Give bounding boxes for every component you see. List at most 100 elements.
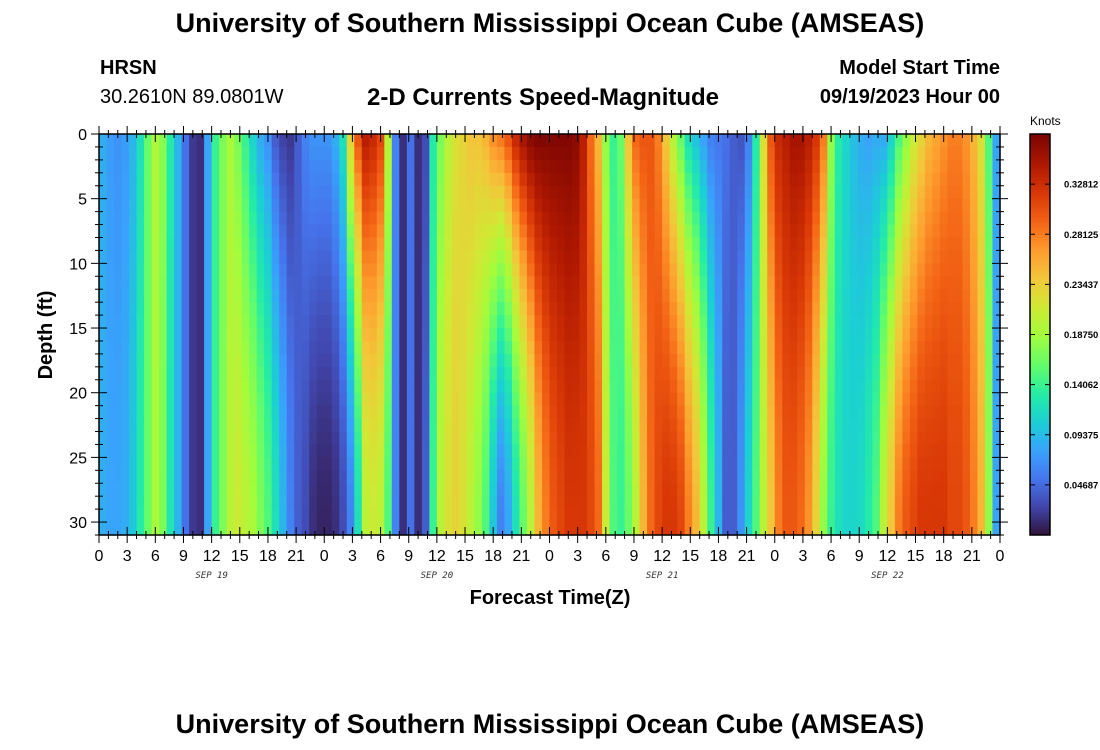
heatmap-cell — [579, 340, 588, 355]
heatmap-cell — [114, 328, 123, 342]
heatmap-cell — [917, 340, 926, 355]
heatmap-cell — [436, 289, 445, 303]
heatmap-cell — [624, 509, 633, 523]
heatmap-cell — [782, 198, 791, 213]
heatmap-cell — [511, 328, 521, 342]
heatmap-cell — [579, 224, 588, 239]
heatmap-cell — [737, 457, 746, 471]
heatmap-cell — [804, 470, 813, 484]
heatmap-cell — [917, 496, 926, 510]
heatmap-cell — [196, 276, 205, 290]
heatmap-cell — [444, 470, 453, 484]
heatmap-cell — [752, 146, 761, 161]
heatmap-cell — [737, 444, 746, 458]
heatmap-cell — [909, 353, 919, 368]
heatmap-cell — [857, 418, 866, 433]
heatmap-cell — [924, 237, 934, 252]
heatmap-cell — [969, 366, 979, 381]
heatmap-cell — [459, 328, 468, 342]
heatmap-cell — [316, 276, 325, 290]
heatmap-cell — [384, 224, 393, 239]
heatmap-cell — [121, 263, 130, 277]
heatmap-cell — [136, 366, 145, 381]
heatmap-cell — [166, 366, 175, 381]
heatmap-cell — [857, 276, 866, 290]
heatmap-cell — [211, 496, 220, 510]
heatmap-cell — [617, 185, 626, 200]
heatmap-cell — [339, 159, 348, 174]
heatmap-cell — [729, 263, 738, 277]
heatmap-cell — [114, 522, 123, 536]
heatmap-cell — [609, 302, 618, 316]
heatmap-cell — [234, 146, 243, 161]
heatmap-cell — [684, 379, 693, 394]
heatmap-cell — [849, 263, 858, 277]
heatmap-cell — [902, 470, 911, 484]
heatmap-cell — [369, 496, 378, 510]
heatmap-cell — [857, 457, 866, 471]
heatmap-cell — [639, 379, 648, 394]
heatmap-cell — [782, 431, 791, 446]
heatmap-cell — [316, 522, 325, 536]
heatmap-cell — [932, 457, 941, 471]
heatmap-cell — [782, 496, 791, 510]
heatmap-cell — [894, 496, 903, 510]
heatmap-cell — [354, 185, 363, 200]
heatmap-cell — [887, 134, 896, 148]
heatmap-cell — [864, 366, 873, 381]
heatmap-cell — [812, 185, 821, 200]
heatmap-cell — [106, 159, 115, 174]
heatmap-cell — [286, 340, 295, 355]
heatmap-cell — [677, 470, 686, 484]
heatmap-cell — [519, 366, 528, 381]
heatmap-cell — [466, 185, 476, 200]
heatmap-cell — [166, 146, 175, 161]
heatmap-cell — [226, 134, 235, 148]
heatmap-cell — [301, 315, 310, 329]
heatmap-cell — [151, 470, 160, 484]
heatmap-cell — [587, 340, 596, 355]
heatmap-cell — [707, 250, 716, 264]
heatmap-cell — [241, 457, 250, 471]
heatmap-cell — [391, 276, 400, 290]
heatmap-cell — [429, 211, 438, 226]
x-day-label: SEP 22 — [871, 571, 904, 581]
heatmap-cell — [864, 483, 873, 497]
heatmap-cell — [692, 418, 701, 433]
heatmap-cell — [774, 470, 783, 484]
heatmap-cell — [496, 340, 506, 355]
heatmap-cell — [699, 172, 708, 187]
heatmap-cell — [804, 509, 813, 523]
heatmap-cell — [399, 431, 408, 446]
heatmap-cell — [699, 224, 708, 239]
heatmap-cell — [136, 405, 145, 420]
heatmap-cell — [159, 379, 168, 394]
heatmap-cell — [872, 302, 881, 316]
heatmap-cell — [234, 224, 243, 239]
heatmap-cell — [557, 289, 566, 303]
heatmap-cell — [346, 444, 355, 458]
heatmap-cell — [189, 185, 198, 200]
heatmap-cell — [204, 405, 213, 420]
heatmap-cell — [984, 509, 994, 523]
heatmap-cell — [346, 470, 355, 484]
heatmap-cell — [354, 250, 363, 264]
heatmap-cell — [436, 146, 445, 161]
heatmap-cell — [181, 263, 190, 277]
heatmap-cell — [129, 134, 138, 148]
heatmap-cell — [279, 431, 288, 446]
heatmap-cell — [151, 276, 160, 290]
heatmap-cell — [526, 483, 536, 497]
heatmap-cell — [376, 250, 385, 264]
heatmap-cell — [654, 237, 663, 252]
heatmap-cell — [887, 276, 896, 290]
heatmap-cell — [924, 483, 934, 497]
heatmap-cell — [819, 340, 828, 355]
heatmap-cell — [459, 340, 468, 355]
heatmap-cell — [549, 457, 558, 471]
heatmap-cell — [204, 315, 213, 329]
heatmap-cell — [121, 328, 130, 342]
heatmap-cell — [812, 379, 821, 394]
heatmap-cell — [797, 366, 806, 381]
heatmap-cell — [121, 522, 130, 536]
